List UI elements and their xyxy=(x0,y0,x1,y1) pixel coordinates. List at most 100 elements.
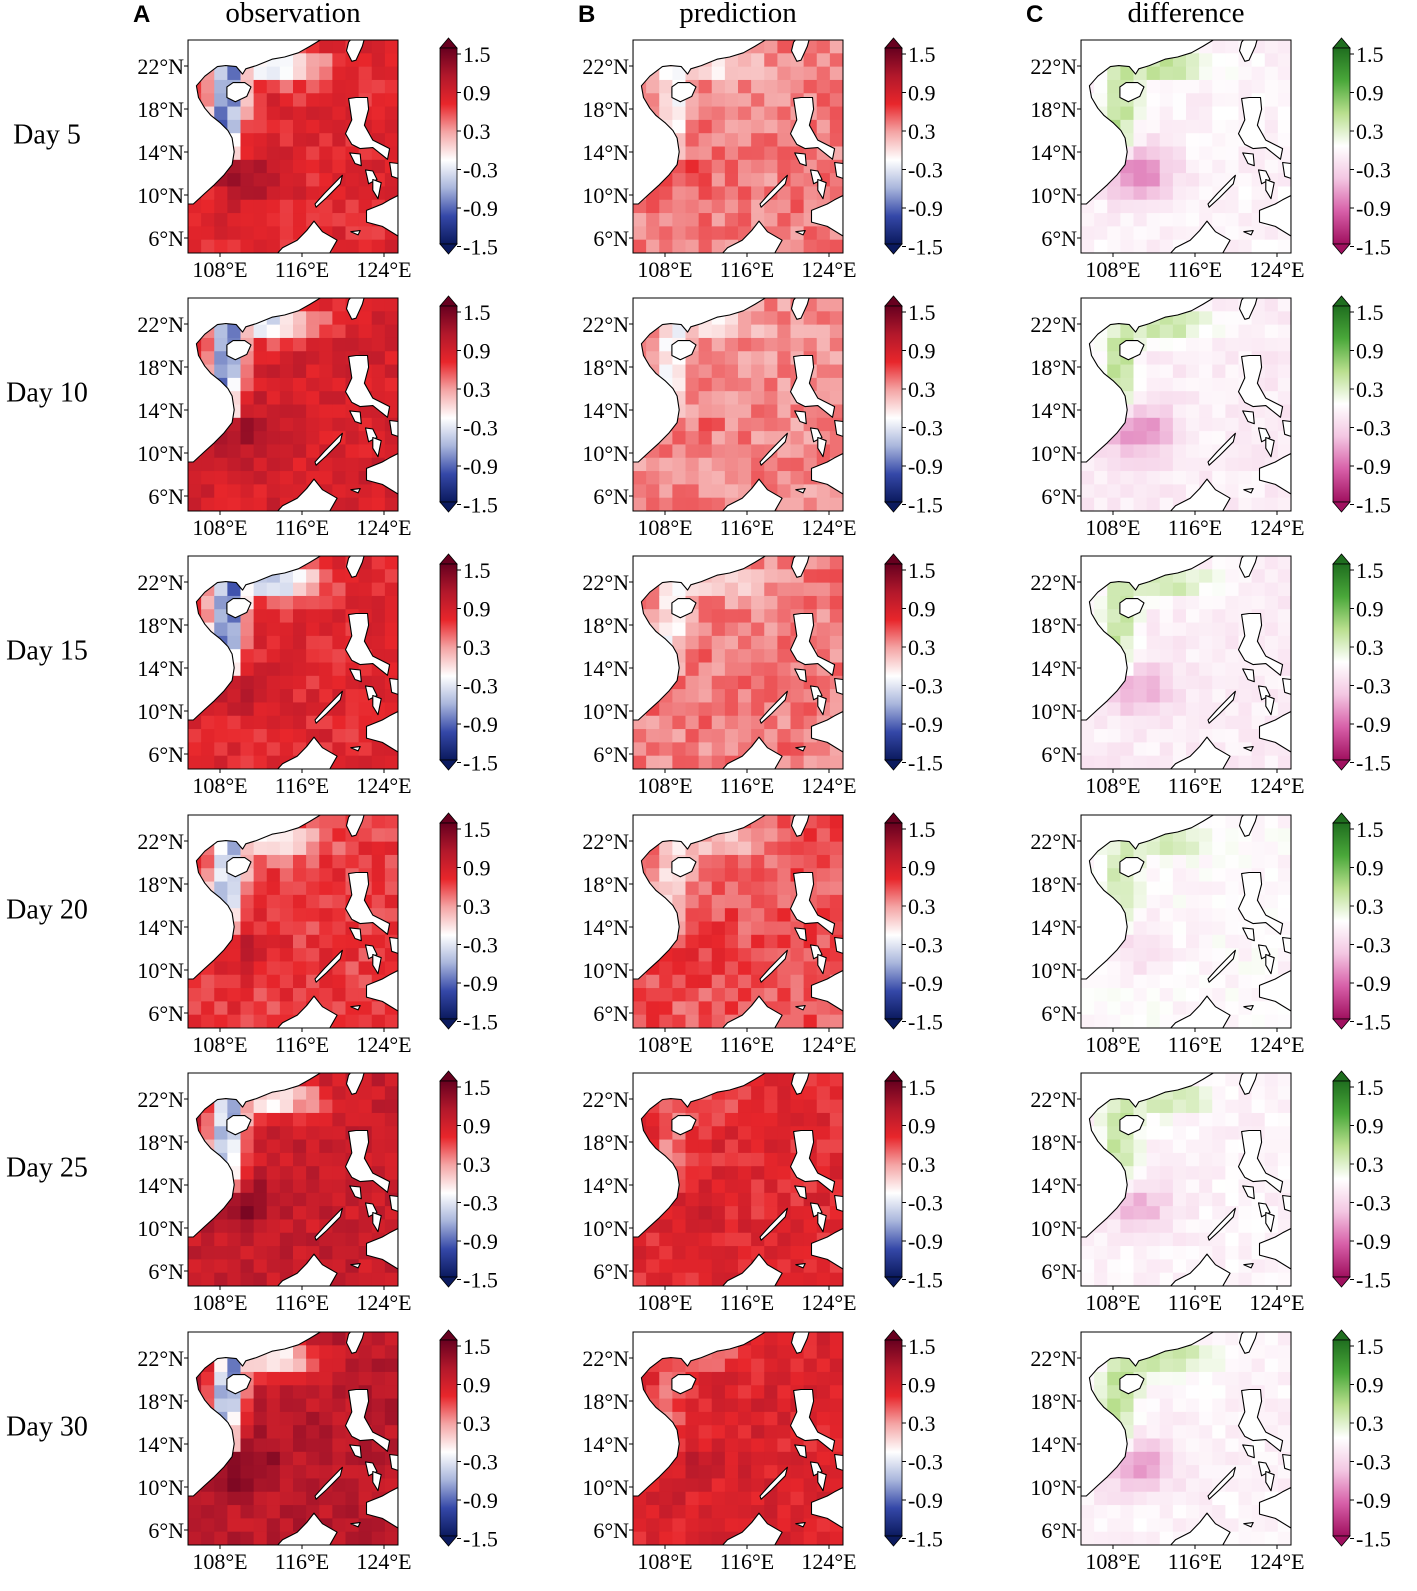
field-cell xyxy=(1186,569,1200,584)
field-cell xyxy=(803,1001,818,1016)
field-cell xyxy=(266,484,281,499)
field-cell xyxy=(685,1166,700,1181)
lat-tick-label: 10°N xyxy=(582,1216,629,1241)
field-cell xyxy=(1186,908,1200,923)
land-polygon xyxy=(1282,419,1291,437)
field-cell xyxy=(253,1219,268,1234)
lat-tick-label: 18°N xyxy=(137,97,184,122)
field-cell xyxy=(279,742,294,757)
field-cell xyxy=(777,649,792,664)
field-cell xyxy=(253,1451,268,1466)
field-cell xyxy=(266,854,281,869)
field-cell xyxy=(293,894,307,909)
field-cell xyxy=(711,1438,726,1453)
field-cell xyxy=(672,1219,687,1234)
land-polygon xyxy=(350,746,361,752)
field-cell xyxy=(685,921,700,936)
field-cell xyxy=(279,1398,294,1413)
field-cell xyxy=(1172,351,1187,366)
field-cell xyxy=(1277,364,1291,379)
field-cell xyxy=(777,1398,792,1413)
field-cell xyxy=(829,119,843,134)
field-cell xyxy=(777,1152,792,1167)
field-cell xyxy=(1238,582,1253,597)
panel-letter-c: C xyxy=(1026,1,1043,28)
land-polygon xyxy=(1081,1073,1215,1238)
field-cell xyxy=(1212,119,1226,134)
field-cell xyxy=(685,1465,700,1480)
field-cell xyxy=(1264,1099,1279,1114)
field-cell xyxy=(319,881,333,896)
lat-tick-label: 18°N xyxy=(1030,872,1077,897)
field-cell xyxy=(1277,1152,1291,1167)
field-cell xyxy=(738,119,752,134)
field-cell xyxy=(1120,226,1135,241)
land-polygon xyxy=(314,174,343,208)
field-cell xyxy=(240,471,255,485)
field-cell xyxy=(214,974,228,989)
field-cell xyxy=(332,729,347,743)
field-cell xyxy=(659,364,673,379)
field-cell xyxy=(1159,1259,1174,1274)
field-cell xyxy=(764,457,778,472)
field-cell xyxy=(319,974,333,989)
field-cell xyxy=(253,1192,268,1207)
field-cell xyxy=(371,1086,386,1101)
field-cell xyxy=(1225,298,1240,312)
field-cell xyxy=(711,93,726,108)
field-cell xyxy=(266,444,281,459)
field-cell xyxy=(266,391,281,406)
field-cell xyxy=(1186,417,1200,432)
field-cell xyxy=(672,729,687,743)
land-polygon xyxy=(226,598,252,619)
field-cell xyxy=(672,1478,687,1493)
field-cell xyxy=(240,239,255,253)
field-cell xyxy=(253,595,268,610)
lon-tick-label: 108°E xyxy=(1085,1032,1140,1057)
land-polygon xyxy=(226,1115,252,1136)
field-cell xyxy=(279,988,294,1002)
field-cell xyxy=(698,948,713,963)
field-cell xyxy=(293,106,307,121)
field-cell xyxy=(293,1371,307,1386)
field-cell xyxy=(384,391,398,406)
field-cell xyxy=(253,1126,268,1141)
lon-tick-label: 116°E xyxy=(720,1290,774,1315)
field-cell xyxy=(371,40,386,54)
field-cell xyxy=(633,729,647,743)
field-cell xyxy=(371,841,386,856)
field-cell xyxy=(659,1531,673,1545)
field-cell xyxy=(711,351,726,366)
field-cell xyxy=(253,1272,268,1286)
field-cell xyxy=(1172,173,1187,188)
field-cell xyxy=(1094,1272,1108,1286)
land-polygon xyxy=(1282,161,1291,179)
field-cell xyxy=(724,1371,739,1386)
field-cell xyxy=(1264,755,1279,769)
field-cell xyxy=(1186,337,1200,352)
field-cell xyxy=(293,1505,307,1519)
field-cell xyxy=(685,159,700,174)
colorbar-tick-label: 0.3 xyxy=(463,894,491,919)
field-cell xyxy=(1133,119,1148,134)
field-cell xyxy=(1186,1099,1200,1114)
field-cell xyxy=(803,702,818,717)
field-cell xyxy=(816,828,831,843)
field-cell xyxy=(1186,961,1200,976)
field-cell xyxy=(1277,635,1291,650)
field-cell xyxy=(188,471,202,485)
field-cell xyxy=(751,894,765,909)
field-cell xyxy=(829,1152,843,1167)
field-cell xyxy=(1120,635,1135,650)
field-cell xyxy=(1238,1259,1253,1274)
field-cell xyxy=(358,311,373,326)
field-cell xyxy=(1225,119,1240,134)
colorbar-gradient xyxy=(439,822,458,1020)
field-cell xyxy=(214,1014,228,1028)
field-cell xyxy=(279,582,294,597)
field-cell xyxy=(685,715,700,730)
field-cell xyxy=(358,186,373,201)
field-cell xyxy=(1146,1425,1161,1440)
field-cell xyxy=(279,702,294,717)
field-cell xyxy=(1107,988,1121,1002)
